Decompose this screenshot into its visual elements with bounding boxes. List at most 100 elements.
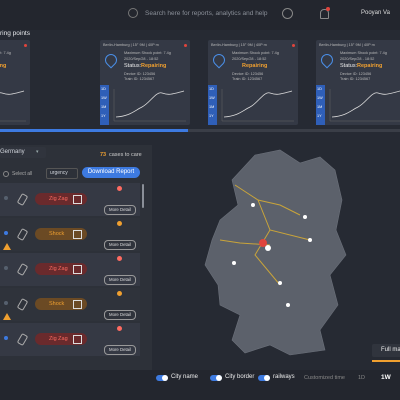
type-label: Zig Zag (49, 196, 68, 202)
chart-tab[interactable]: 1W (101, 96, 107, 100)
qr-icon (73, 300, 82, 309)
qr-icon (73, 230, 82, 239)
type-label: Zig Zag (49, 336, 68, 342)
type-pill (35, 228, 87, 240)
card-date: 2020/Sep/28 - 18:52 (232, 57, 267, 61)
row-radio[interactable] (4, 336, 8, 340)
select-all-radio[interactable] (3, 171, 9, 177)
row-radio[interactable] (4, 266, 8, 270)
full-map-button[interactable]: Full ma (372, 344, 400, 357)
card-shock: Maximum Shock point: 7.4g (0, 51, 11, 55)
row-pins (117, 291, 122, 296)
scroll-thumb[interactable] (0, 129, 188, 132)
list-scrollbar[interactable] (142, 184, 144, 208)
toggle-label[interactable]: City border (225, 374, 255, 380)
cases-text: cases to care (109, 152, 142, 158)
detail-button[interactable]: More Detail (104, 240, 136, 250)
qr-icon (73, 195, 82, 204)
user-name[interactable]: Pooyan Va (361, 10, 390, 16)
section-title: ring points (0, 30, 30, 37)
mini-chart (113, 89, 186, 122)
alert-dot (24, 44, 27, 47)
detail-button[interactable]: More Detail (104, 205, 136, 215)
underline (372, 360, 400, 362)
card-device: Device ID: 123456 (124, 72, 156, 76)
type-label: Shock (49, 231, 65, 237)
row-radio[interactable] (4, 196, 8, 200)
chart-tab[interactable]: 1Y (101, 114, 106, 118)
type-label: Shock (49, 301, 65, 307)
chart-tab[interactable]: 1M (209, 105, 215, 109)
railways (219, 184, 311, 286)
mini-chart (221, 89, 294, 122)
card-route: Berlin-Hamburg | 15° 9M | 40P m (103, 43, 159, 47)
qr-icon (73, 335, 82, 344)
toggle-knob (264, 375, 270, 381)
card-device: Device ID: 123456 (340, 72, 372, 76)
card-train: Train ID: 1234567 (124, 77, 155, 81)
alert-dot (292, 44, 295, 47)
card-route: Berlin-Hamburg | 15° 9M | 40P m (211, 43, 267, 47)
search-icon (128, 8, 138, 18)
card-shock: Maximum Shock point: 7.4g (232, 51, 279, 55)
status: Repairing (357, 63, 383, 69)
status-label: Status: (340, 63, 358, 69)
chart-tab[interactable]: 1D (317, 87, 322, 91)
status: Repairing (242, 63, 268, 69)
bell-icon[interactable] (320, 9, 329, 19)
detail-button[interactable]: More Detail (104, 275, 136, 285)
card (0, 40, 30, 125)
sort-select[interactable]: urgency (46, 168, 78, 179)
type-pill (35, 333, 87, 345)
alert-dot (184, 44, 187, 47)
chart-tab[interactable]: 1M (317, 105, 323, 109)
card-date: 2020/Sep/28 - 18:52 (124, 57, 159, 61)
tab-column (208, 85, 217, 125)
status: Repairing (141, 63, 167, 69)
chart-tab[interactable]: 1D (101, 87, 106, 91)
chart-tab[interactable]: 1M (101, 105, 107, 109)
chart-tab[interactable]: 1W (209, 96, 215, 100)
qr-icon (73, 265, 82, 274)
warning-icon (3, 313, 11, 320)
chart-tab[interactable]: 1W (317, 96, 323, 100)
search-input[interactable]: Search here for reports, analytics and h… (145, 10, 268, 17)
download-button[interactable]: Download Report (82, 167, 140, 178)
card-route: Berlin-Hamburg | 15° 9M | 40P m (319, 43, 375, 47)
history-icon[interactable] (282, 8, 293, 19)
range-1w[interactable]: 1W (381, 374, 391, 381)
card-date: 2020/Sep/28 - 18:52 (340, 57, 375, 61)
germany-shape (204, 149, 347, 356)
tab-column (316, 85, 325, 125)
select-all[interactable]: Select all (12, 171, 33, 177)
toggle-label[interactable]: City name (171, 374, 199, 380)
card-shock: Maximum Shock point: 7.4g (124, 51, 171, 55)
top-bar (0, 0, 400, 30)
row-pins (117, 326, 122, 331)
bottom-bar (0, 370, 400, 400)
region-select[interactable]: Germany (0, 147, 46, 158)
chart-tab[interactable]: 1D (209, 87, 214, 91)
tab-column (100, 85, 109, 125)
status: Repairing (0, 63, 7, 69)
chart-tab[interactable]: 1Y (317, 114, 322, 118)
row-radio[interactable] (4, 231, 8, 235)
scroll-track (0, 129, 400, 132)
status-label: Status: (124, 63, 142, 69)
row-pins (117, 221, 122, 226)
row-pins (117, 186, 122, 191)
custom-time[interactable]: Customized time (304, 375, 345, 381)
toggle-label[interactable]: railways (273, 374, 295, 380)
card-shock: Maximum Shock point: 7.4g (340, 51, 387, 55)
toggle-knob (216, 375, 222, 381)
row-radio[interactable] (4, 301, 8, 305)
range-1d[interactable]: 1D (358, 375, 366, 381)
warning-icon (3, 243, 11, 250)
map-pins (232, 203, 312, 307)
detail-button[interactable]: More Detail (104, 310, 136, 320)
detail-button[interactable]: More Detail (104, 345, 136, 355)
chart-tab[interactable]: 1Y (209, 114, 214, 118)
type-pill (35, 193, 87, 205)
type-pill (35, 298, 87, 310)
cases-count: 73 (100, 152, 107, 158)
